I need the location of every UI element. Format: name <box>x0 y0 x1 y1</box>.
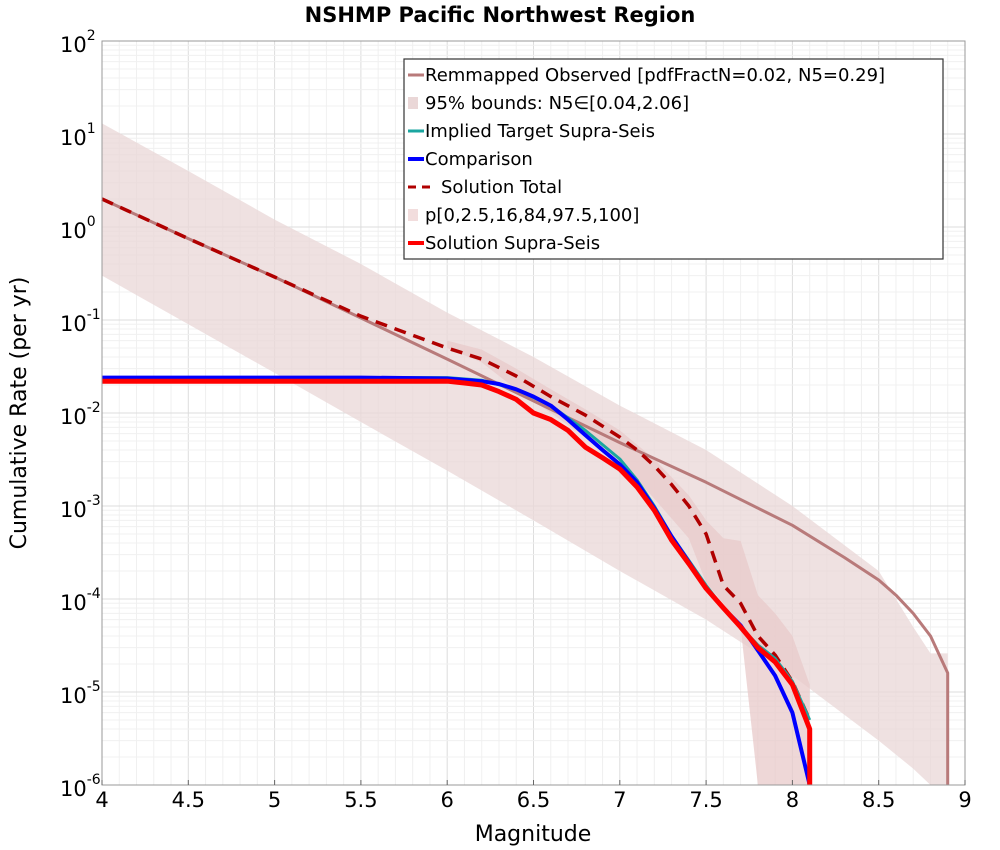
x-tick-label: 5 <box>268 788 281 812</box>
legend-item: Comparison <box>408 149 533 170</box>
legend-label: Remmapped Observed [pdfFractN=0.02, N5=0… <box>425 65 885 86</box>
data-lines <box>101 197 950 786</box>
legend-item: Solution Supra-Seis <box>408 233 600 254</box>
legend-label: Implied Target Supra-Seis <box>425 121 655 142</box>
y-tick-label: 101 <box>60 121 96 150</box>
x-tick-label: 4 <box>95 788 108 812</box>
x-tick-label: 7 <box>613 788 626 812</box>
legend-item: 95% bounds: N5∈[0.04,2.06] <box>408 93 689 114</box>
x-tick-label: 5.5 <box>344 788 377 812</box>
y-tick-label: 102 <box>60 28 96 57</box>
series-remmapped-observed-pdffractn-0-02-n5-0-29 <box>101 197 950 785</box>
legend-item: Solution Total <box>408 177 562 198</box>
legend: Remmapped Observed [pdfFractN=0.02, N5=0… <box>403 58 944 260</box>
x-tick-label: 8 <box>786 788 799 812</box>
y-tick-label: 10-4 <box>60 586 101 615</box>
x-axis-ticks: 4 4.5 5 5.5 6 6.5 7 7.5 8 8.5 9 <box>95 780 972 812</box>
x-tick-label: 6.5 <box>517 788 550 812</box>
legend-label: 95% bounds: N5∈[0.04,2.06] <box>425 93 689 114</box>
x-tick-label: 4.5 <box>172 788 205 812</box>
y-tick-label: 100 <box>60 214 96 243</box>
legend-label: Solution Supra-Seis <box>425 233 600 254</box>
y-tick-label: 10-2 <box>60 400 101 429</box>
series-solution-total <box>101 197 812 721</box>
band-p-0-2-5-16-84-97-5-100 <box>447 340 810 785</box>
legend-label: p[0,2.5,16,84,97.5,100] <box>425 205 639 226</box>
x-tick-label: 9 <box>958 788 971 812</box>
x-tick-label: 7.5 <box>689 788 722 812</box>
y-tick-label: 10-6 <box>60 772 101 801</box>
x-tick-label: 6 <box>441 788 454 812</box>
y-tick-label: 10-5 <box>60 679 101 708</box>
legend-box <box>403 58 944 260</box>
legend-item: Implied Target Supra-Seis <box>408 121 655 142</box>
y-axis-ticks: 10-6 10-5 10-4 10-3 10-2 10-1 100 101 102 <box>60 28 101 801</box>
chart-title: NSHMP Pacific Northwest Region <box>305 3 696 27</box>
legend-label: Solution Total <box>441 177 562 198</box>
legend-label: Comparison <box>425 149 533 170</box>
legend-item: Remmapped Observed [pdfFractN=0.02, N5=0… <box>408 65 885 86</box>
legend-item: p[0,2.5,16,84,97.5,100] <box>408 205 639 226</box>
series-solution-supra-seis <box>102 378 813 785</box>
x-axis-label: Magnitude <box>475 822 592 847</box>
legend-swatch <box>408 209 418 221</box>
x-tick-label: 8.5 <box>862 788 895 812</box>
legend-swatch <box>408 97 418 109</box>
y-tick-label: 10-1 <box>60 307 101 336</box>
y-axis-label: Cumulative Rate (per yr) <box>7 277 32 550</box>
y-tick-label: 10-3 <box>60 493 101 522</box>
